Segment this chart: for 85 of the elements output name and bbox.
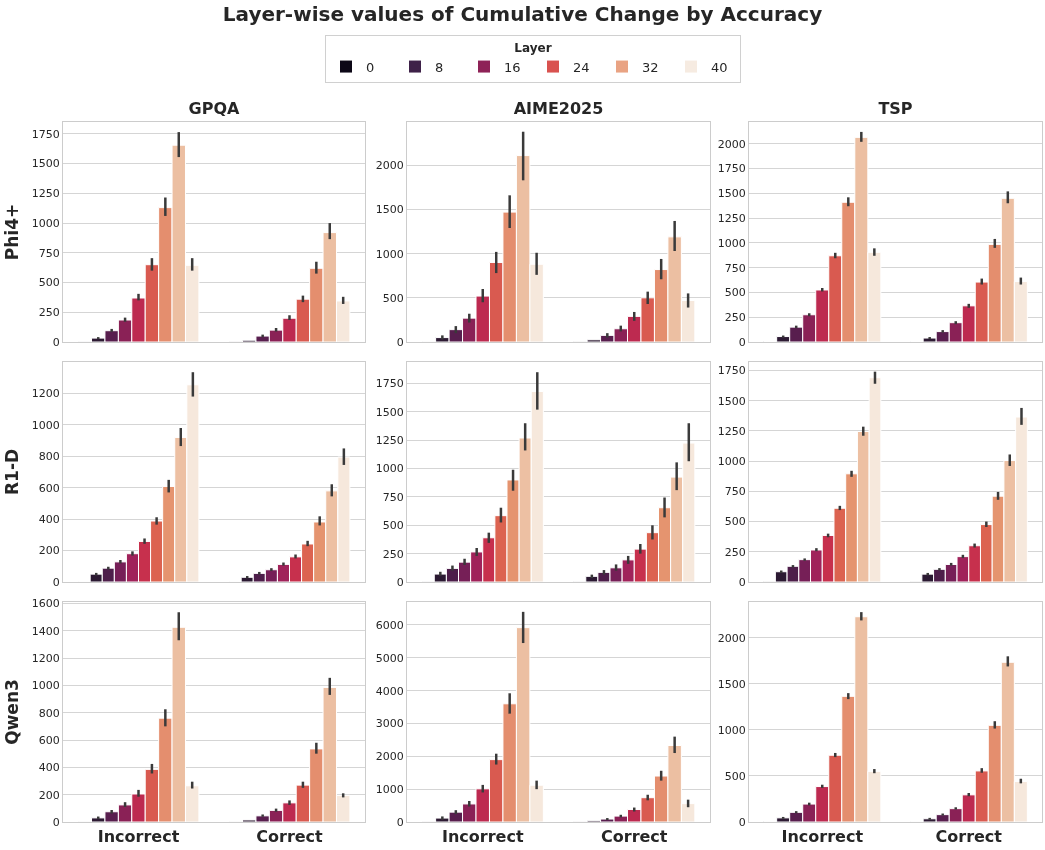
y-tick-label: 750 bbox=[382, 490, 404, 504]
y-tick-label: 1250 bbox=[31, 187, 60, 201]
y-tick-label: 6000 bbox=[375, 618, 404, 632]
y-tick-label: 250 bbox=[382, 547, 404, 561]
y-tick-label: 600 bbox=[38, 733, 60, 747]
y-tick-label: 1500 bbox=[717, 394, 746, 408]
y-tick-label: 1500 bbox=[31, 157, 60, 171]
y-tick-label: 1000 bbox=[375, 247, 404, 261]
y-tick-label: 4000 bbox=[375, 684, 404, 698]
x-tick-label: Correct bbox=[601, 827, 668, 847]
y-tick-label: 1500 bbox=[717, 677, 746, 691]
y-tick-label: 1000 bbox=[31, 679, 60, 693]
y-tick-label: 1250 bbox=[717, 211, 746, 225]
legend-label: 32 bbox=[642, 59, 659, 75]
y-tick-label: 600 bbox=[38, 481, 60, 495]
y-tick-label: 1000 bbox=[717, 723, 746, 737]
y-tick-label: 750 bbox=[724, 485, 746, 499]
text: Layer-wise values of Cumulative Change by Accuracy bbox=[221, 2, 824, 26]
x-tick-label: Incorrect bbox=[97, 827, 180, 847]
chart-title: TSP bbox=[878, 99, 913, 118]
y-tick-label: 500 bbox=[724, 769, 746, 783]
y-tick-label: 1750 bbox=[375, 377, 404, 391]
y-tick-label: 500 bbox=[38, 276, 60, 290]
x-tick-label: Incorrect bbox=[441, 827, 524, 847]
y-tick-label: 1000 bbox=[31, 216, 60, 230]
y-tick-label: 1200 bbox=[31, 387, 60, 401]
y-tick-label: 250 bbox=[38, 306, 60, 320]
legend-label: 8 bbox=[435, 59, 444, 75]
y-tick-label: 200 bbox=[38, 544, 60, 558]
y-tick-label: 1250 bbox=[375, 434, 404, 448]
y-tick-label: 0 bbox=[738, 575, 746, 589]
y-tick-label: 1500 bbox=[375, 405, 404, 419]
y-tick-label: 500 bbox=[724, 286, 746, 300]
y-tick-label: 1000 bbox=[717, 454, 746, 468]
y-tick-label: 1000 bbox=[717, 236, 746, 250]
y-tick-label: 0 bbox=[396, 335, 404, 349]
y-tick-label: 250 bbox=[724, 311, 746, 325]
y-tick-label: 750 bbox=[38, 246, 60, 260]
y-tick-label: 400 bbox=[38, 512, 60, 526]
y-tick-label: 2000 bbox=[375, 159, 404, 173]
legend-label: 40 bbox=[711, 59, 728, 75]
y-tick-label: 0 bbox=[738, 815, 746, 829]
y-tick-label: 2000 bbox=[375, 750, 404, 764]
y-axis-title: Phi4+ bbox=[2, 203, 23, 261]
x-tick-label: Correct bbox=[256, 827, 324, 847]
y-tick-label: 1750 bbox=[717, 364, 746, 378]
x-tick-label: Incorrect bbox=[781, 827, 864, 847]
y-tick-label: 0 bbox=[396, 575, 404, 589]
y-tick-label: 500 bbox=[382, 291, 404, 305]
y-tick-label: 500 bbox=[724, 515, 746, 529]
y-tick-label: 250 bbox=[724, 545, 746, 559]
y-tick-label: 1250 bbox=[717, 424, 746, 438]
legend-label: 16 bbox=[504, 59, 521, 75]
x-tick-label: Correct bbox=[935, 827, 1003, 847]
y-tick-label: 500 bbox=[382, 519, 404, 533]
y-tick-label: 1500 bbox=[717, 187, 746, 201]
y-tick-label: 1000 bbox=[31, 418, 60, 432]
y-tick-label: 750 bbox=[724, 261, 746, 275]
chart-title: AIME2025 bbox=[513, 99, 604, 118]
y-tick-label: 800 bbox=[38, 706, 60, 720]
legend-title: Layer bbox=[514, 40, 552, 55]
y-tick-label: 0 bbox=[52, 815, 60, 829]
y-tick-label: 1750 bbox=[717, 162, 746, 176]
y-tick-label: 1200 bbox=[31, 651, 60, 665]
y-tick-label: 0 bbox=[396, 815, 404, 829]
y-axis-title: Qwen3 bbox=[2, 679, 23, 745]
y-tick-label: 400 bbox=[38, 761, 60, 775]
y-tick-label: 3000 bbox=[375, 717, 404, 731]
y-axis-title: R1-D bbox=[2, 448, 23, 496]
y-tick-label: 1000 bbox=[375, 462, 404, 476]
y-tick-label: 800 bbox=[38, 450, 60, 464]
y-tick-label: 0 bbox=[738, 335, 746, 349]
y-tick-label: 200 bbox=[38, 788, 60, 802]
y-tick-label: 1400 bbox=[31, 624, 60, 638]
y-tick-label: 1500 bbox=[375, 203, 404, 217]
chart-title: GPQA bbox=[188, 99, 241, 118]
y-tick-label: 5000 bbox=[375, 651, 404, 665]
y-tick-label: 0 bbox=[52, 575, 60, 589]
y-tick-label: 1750 bbox=[31, 127, 60, 141]
y-tick-label: 2000 bbox=[717, 631, 746, 645]
legend-label: 24 bbox=[573, 59, 590, 75]
y-tick-label: 0 bbox=[52, 335, 60, 349]
y-tick-label: 1000 bbox=[375, 783, 404, 797]
y-tick-label: 2000 bbox=[717, 137, 746, 151]
y-tick-label: 1600 bbox=[31, 597, 60, 611]
